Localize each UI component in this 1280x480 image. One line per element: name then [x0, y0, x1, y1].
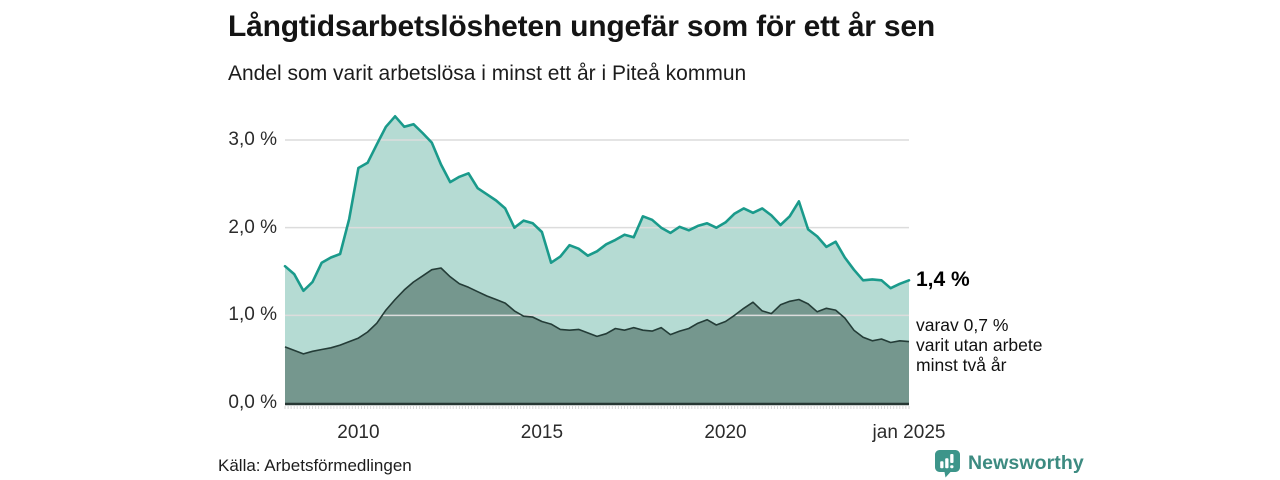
end-label-two-year: varav 0,7 % varit utan arbete minst två år [916, 316, 1042, 376]
end-label-two-year-line: varit utan arbete [916, 335, 1043, 355]
gridlines [285, 139, 909, 317]
x-tick-label: jan 2025 [872, 422, 946, 443]
x-tick-label: 2020 [704, 422, 747, 443]
x-tick-label: 2015 [520, 422, 564, 443]
newsworthy-wordmark: Newsworthy [968, 452, 1084, 474]
end-label-two-year-line: minst två år [916, 355, 1007, 375]
series-two-year-area [285, 268, 909, 403]
y-tick-label: 2,0 % [228, 216, 277, 238]
y-tick-label: 0,0 % [228, 392, 277, 413]
bar-chart-speech-bubble-icon [935, 450, 960, 478]
chart-title: Långtidsarbetslösheten ungefär som för e… [228, 10, 936, 43]
x-tick-label: 2010 [337, 422, 380, 443]
y-tick-label: 3,0 % [228, 128, 277, 150]
newsworthy-logo[interactable]: Newsworthy [934, 449, 1084, 478]
end-label-two-year-line: varav 0,7 % [916, 315, 1009, 335]
series-two-year-line [284, 267, 910, 355]
month-ticks [284, 406, 910, 409]
y-tick-label: 1,0 % [228, 304, 277, 326]
source-note: Källa: Arbetsförmedlingen [218, 456, 412, 475]
end-label-total: 1,4 % [916, 268, 970, 291]
series-total-line [283, 115, 911, 293]
area-fills [285, 116, 909, 404]
chart-subtitle: Andel som varit arbetslösa i minst ett å… [228, 62, 747, 85]
